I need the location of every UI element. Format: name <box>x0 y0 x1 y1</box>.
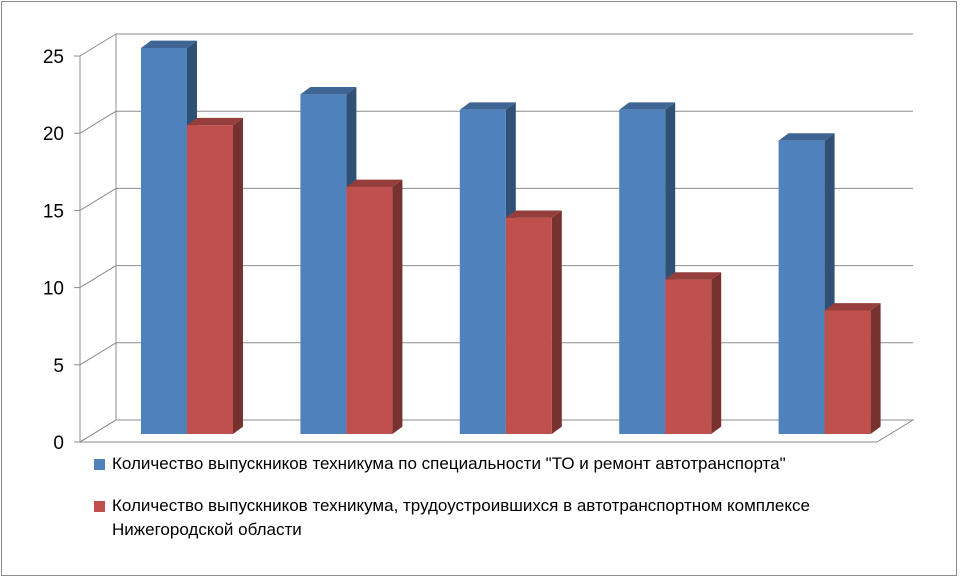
bar-top <box>619 102 676 110</box>
y-tick-label: 5 <box>53 356 64 377</box>
legend-item-employed: Количество выпускников техникума, трудоу… <box>94 494 914 542</box>
bar <box>505 217 552 434</box>
legend-label-employed: Количество выпускников техникума, трудоу… <box>112 496 810 539</box>
bar <box>300 94 347 434</box>
legend-item-graduates: Количество выпускников техникума по спец… <box>94 452 914 476</box>
gridline-side <box>79 33 117 57</box>
bar-top <box>141 40 197 48</box>
bar <box>778 140 825 434</box>
legend-swatch-graduates <box>94 459 105 470</box>
bar-top <box>778 133 835 141</box>
gridline-side <box>79 187 117 211</box>
y-tick-label: 20 <box>43 124 64 145</box>
bar-top <box>459 102 516 110</box>
bar-top <box>300 86 357 95</box>
bar <box>665 279 712 434</box>
bar-side <box>551 210 562 434</box>
y-tick-label: 0 <box>53 433 64 454</box>
bar-side <box>392 179 403 434</box>
bar <box>141 48 187 434</box>
gridline-side <box>79 265 117 289</box>
y-tick-label: 25 <box>43 47 64 68</box>
bar <box>824 310 871 434</box>
bar-side <box>233 117 243 434</box>
legend-label-graduates: Количество выпускников техникума по спец… <box>112 454 786 473</box>
bar <box>187 125 233 434</box>
legend-swatch-employed <box>94 501 105 512</box>
legend: Количество выпускников техникума по спец… <box>94 452 914 542</box>
bar-top <box>346 179 403 187</box>
bar-top <box>665 272 722 280</box>
bar <box>459 109 506 434</box>
y-tick-label: 10 <box>43 279 64 300</box>
gridline-side <box>79 110 117 134</box>
bar <box>346 186 393 434</box>
bar-top <box>187 117 243 126</box>
bar <box>619 109 666 434</box>
bar-side <box>870 303 881 434</box>
bar-top <box>505 210 562 218</box>
floor <box>78 419 915 443</box>
gridline-side <box>79 342 117 366</box>
bar-side <box>711 272 722 434</box>
bar-top <box>824 303 881 311</box>
y-tick-label: 15 <box>43 201 64 222</box>
